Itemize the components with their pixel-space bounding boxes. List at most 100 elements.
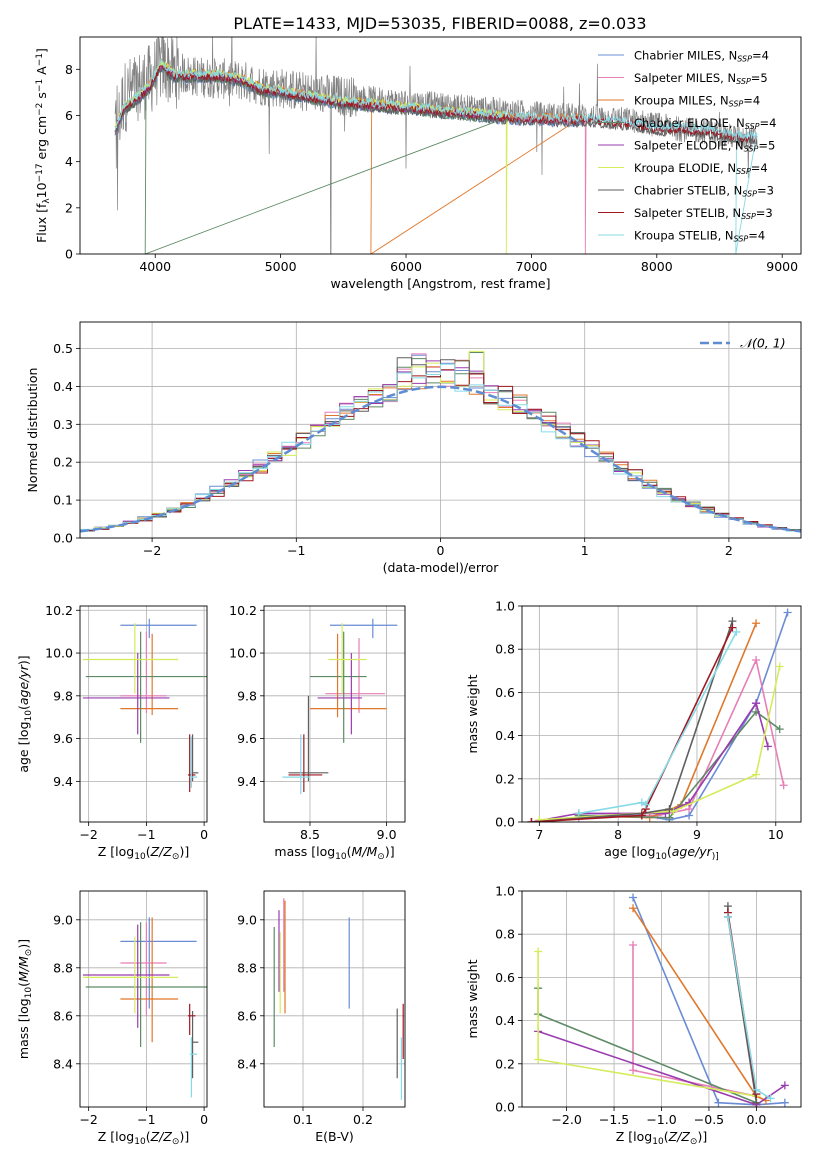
legend-label: 𝒩(0, 1)	[740, 336, 786, 351]
axes-spectrum: 4000 5000 6000 7000 8000 9000 0 2 4 6 8 wavelength …	[34, 36, 802, 291]
x-tick-label: 7000	[516, 259, 548, 274]
y-tick-label: 9.0	[237, 912, 257, 927]
y-tick-label: 0.3	[53, 417, 73, 432]
y-tick-label: 9.4	[237, 774, 257, 789]
x-tick-label: 0	[437, 543, 445, 558]
x-axis-label: E(B-V)	[315, 1129, 354, 1144]
legend-label: Chabrier ELODIE, NSSP=4	[634, 116, 776, 131]
x-tick-label: 9	[693, 827, 701, 842]
y-tick-label: 0.1	[53, 493, 73, 508]
plus-marker	[661, 809, 670, 818]
y-tick-label: 0.8	[495, 642, 515, 657]
y-axis-label: Normed distribution	[25, 368, 40, 493]
y-axis-label: Flux [fλ10−17 erg cm−2 s−1 A−1]	[34, 48, 52, 243]
y-tick-label: 10.0	[229, 646, 257, 661]
axes-mass_vs_Z: −2 −1 0 8.4 8.6 8.8 9.0 Z [log10(Z/Z⊙)] mass [lo…	[16, 890, 208, 1147]
normal-reference-line	[80, 385, 801, 533]
x-tick-label: 9000	[766, 259, 798, 274]
legend-label: Chabrier MILES, NSSP=4	[634, 49, 769, 64]
axes-age_vs_Z: −2 −1 0 9.4 9.6 9.8 10.0 10.2 Z [log10(Z/Z⊙)] age…	[16, 603, 208, 862]
y-axis-label: mass weight	[465, 959, 480, 1038]
weight-line	[578, 612, 789, 821]
y-tick-label: 10.0	[45, 646, 73, 661]
model-spectrum-line	[114, 58, 758, 254]
y-tick-label: 0.0	[53, 531, 73, 546]
y-tick-label: 8.6	[53, 1008, 73, 1023]
grid-mass_vs_ebv	[264, 891, 405, 1107]
plus-marker	[629, 893, 638, 902]
weight-line	[727, 916, 772, 1100]
plot-area-spectrum	[114, 37, 758, 254]
axes-weight_vs_Z: −2.0 −1.5 −1.0 −0.5 0.0 0.0 0.2 0.4 0.6 0.8 1.0 Z […	[465, 884, 802, 1147]
plus-marker	[665, 813, 674, 822]
legend-label: Salpeter ELODIE, NSSP=5	[634, 139, 775, 154]
x-tick-label: 2	[725, 543, 733, 558]
axes-mass_vs_ebv: 0.1 0.2 8.4 8.6 8.8 9.0 E(B-V)	[237, 890, 406, 1144]
weight-line	[531, 701, 769, 822]
y-tick-label: 4	[65, 154, 73, 169]
axes-age_vs_mass: 8.5 9.0 9.4 9.6 9.8 10.0 10.2 mass [log10(M/M⊙)…	[229, 603, 406, 862]
x-tick-label: −2	[143, 543, 161, 558]
plus-marker	[752, 1085, 761, 1094]
ticks-weight_vs_Z: −2.0 −1.5 −1.0 −0.5 0.0 0.0 0.2 0.4 0.6 0.8 1.0	[495, 884, 766, 1128]
x-axis-label: age [log10(age/yr)]	[604, 844, 719, 862]
plus-marker	[535, 815, 544, 822]
plus-marker	[780, 1098, 789, 1107]
y-axis-label: mass [log10(M/M⊙)]	[16, 939, 34, 1059]
x-axis-label: mass [log10(M/M⊙)]	[274, 844, 394, 862]
legend-residuals: 𝒩(0, 1)	[700, 336, 786, 351]
y-tick-label: 0.0	[495, 815, 515, 830]
x-tick-label: 9.0	[377, 827, 397, 842]
y-tick-label: 9.4	[53, 774, 73, 789]
x-tick-label: −1	[137, 827, 155, 842]
y-tick-label: 1.0	[495, 599, 515, 614]
y-axis-label: age [log10(age/yr)]	[16, 655, 34, 772]
x-tick-label: −1	[137, 1112, 155, 1127]
ticks-mass_vs_ebv: 0.1 0.2 8.4 8.6 8.8 9.0	[237, 912, 373, 1127]
axes-frame	[521, 605, 802, 823]
y-tick-label: 0.2	[495, 1056, 515, 1071]
x-tick-label: 0.1	[293, 1112, 313, 1127]
weight-line	[632, 897, 785, 1106]
legend-label: Kroupa MILES, NSSP=4	[634, 94, 760, 109]
x-tick-label: 0	[200, 1112, 208, 1127]
plot-area-residuals	[80, 350, 801, 538]
y-tick-label: 10.2	[229, 603, 257, 618]
y-tick-label: 0.2	[495, 771, 515, 786]
y-tick-label: 9.0	[53, 912, 73, 927]
x-tick-label: 5000	[265, 259, 297, 274]
histogram-step	[80, 363, 801, 538]
y-tick-label: 0	[65, 247, 73, 262]
x-tick-label: −2	[79, 1112, 97, 1127]
x-tick-label: −1.5	[599, 1112, 629, 1127]
axes-residuals: −2 −1 0 1 2 0.0 0.1 0.2 0.3 0.4 0.5 (data-model)/er…	[25, 321, 802, 575]
legend-spectrum: Chabrier MILES, NSSP=4 Salpeter MILES, NS…	[598, 49, 776, 244]
weight-line	[531, 627, 734, 822]
y-tick-label: 8.8	[53, 960, 73, 975]
y-tick-label: 0.4	[495, 728, 515, 743]
y-tick-label: 0.2	[53, 455, 73, 470]
y-tick-label: 8.8	[237, 960, 257, 975]
y-tick-label: 6	[65, 108, 73, 123]
y-tick-label: 9.8	[237, 688, 257, 703]
grid-age_vs_mass	[264, 606, 405, 822]
axes-weight_vs_age: 7 8 9 10 0.0 0.2 0.4 0.6 0.8 1.0 age [log10(age/yr…	[465, 599, 802, 862]
plus-marker	[775, 662, 784, 671]
plus-marker	[714, 1098, 723, 1107]
weight-line	[578, 710, 781, 819]
x-tick-label: −0.5	[694, 1112, 724, 1127]
y-tick-label: 0.6	[495, 685, 515, 700]
x-tick-label: 8	[614, 827, 622, 842]
weight-line	[578, 631, 738, 815]
plus-marker	[574, 809, 583, 818]
axes-frame	[79, 36, 802, 255]
y-tick-label: 8.6	[237, 1008, 257, 1023]
y-tick-label: 0.0	[495, 1100, 515, 1115]
x-tick-label: 0.2	[353, 1112, 373, 1127]
x-tick-label: 6000	[390, 259, 422, 274]
plus-marker	[766, 1094, 775, 1103]
x-tick-label: 0	[200, 827, 208, 842]
ticks-weight_vs_age: 7 8 9 10 0.0 0.2 0.4 0.6 0.8 1.0	[495, 599, 784, 843]
ticks-spectrum: 4000 5000 6000 7000 8000 9000 0 2 4 6 8	[65, 62, 798, 274]
